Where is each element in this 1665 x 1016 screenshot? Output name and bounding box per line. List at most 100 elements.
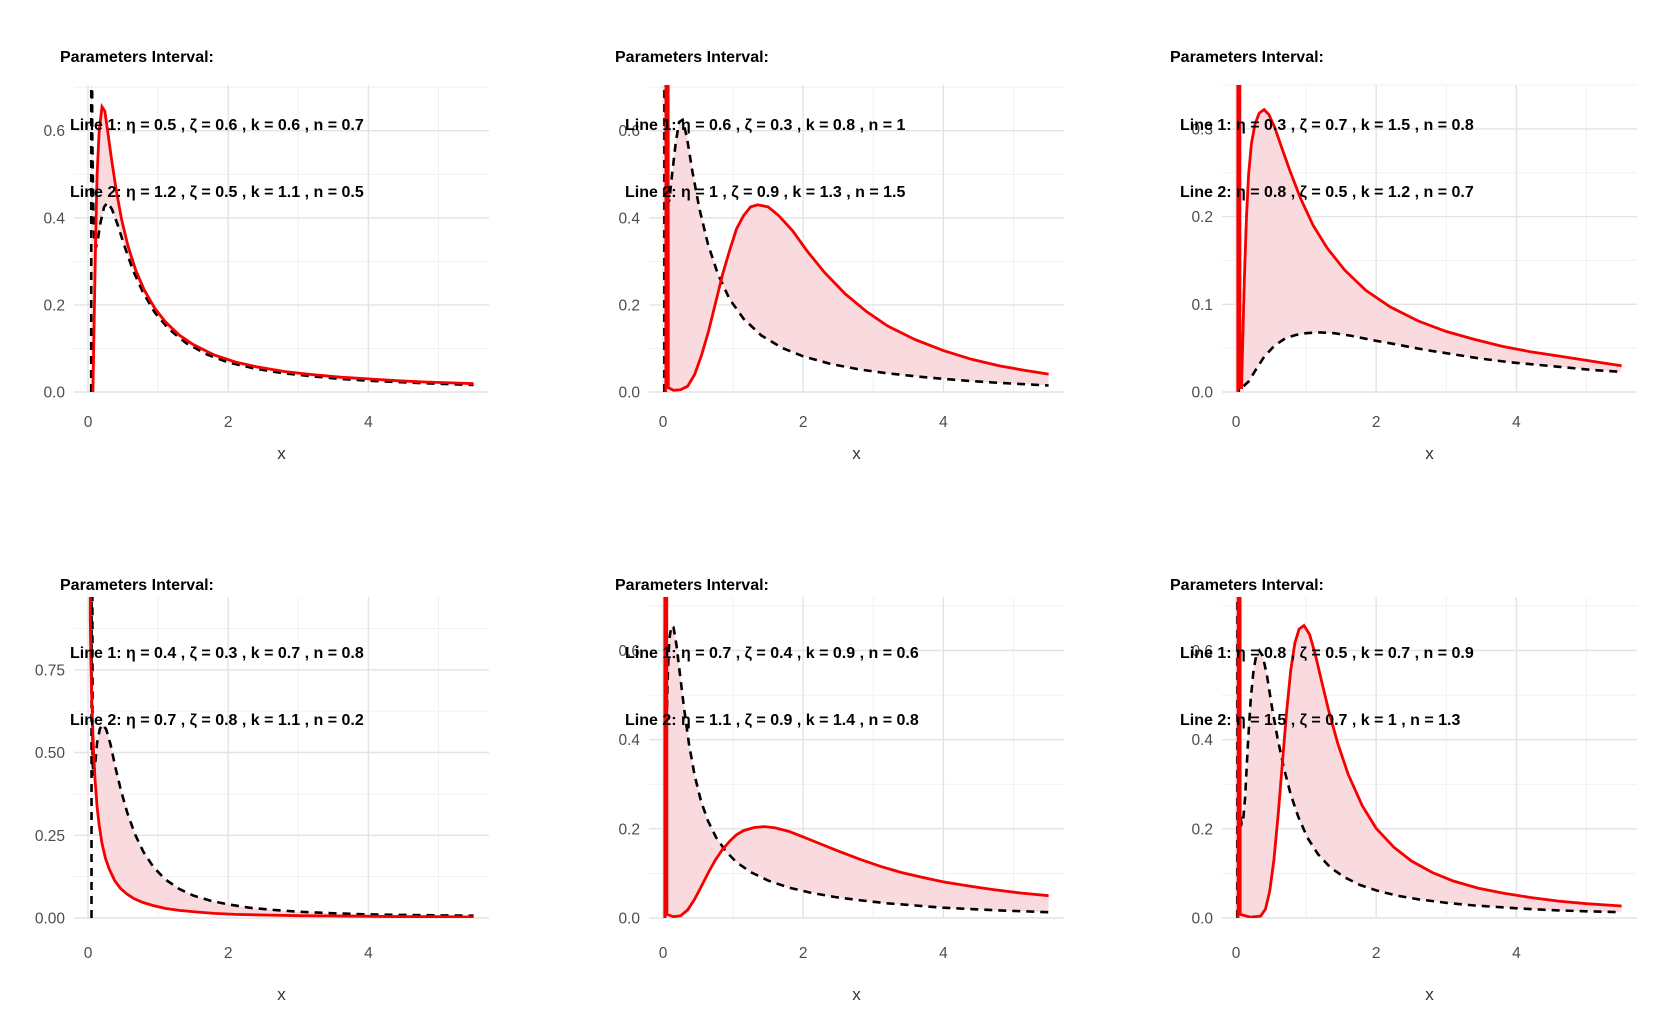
grid-minor	[74, 85, 489, 392]
plot-svg: 0.0 0.2 0.4 0.6 0 2 4 x	[618, 85, 1064, 463]
line1-params: Line 1: η = 0.4 , ζ = 0.3 , k = 0.7 , n …	[70, 644, 364, 662]
x-tick-label: 4	[939, 945, 948, 962]
y-tick-label: 0.2	[1191, 821, 1213, 838]
y-tick-label: 0.4	[43, 210, 65, 227]
line1-params: Line 1: η = 0.7 , ζ = 0.4 , k = 0.9 , n …	[625, 644, 919, 662]
plot-canvas: 0.0 0.2 0.4 0.6 0 2 4 x	[555, 0, 1110, 508]
dashed-black-curve	[663, 85, 1049, 392]
panel-bottom-left: Parameters Interval: Line 1: η = 0.4 , ζ…	[0, 508, 555, 1016]
y-tick-label: 0.4	[618, 732, 640, 749]
y-axis-tick-labels: 0.0 0.2 0.4 0.6	[618, 643, 640, 928]
x-axis-tick-labels: 0 2 4	[659, 945, 948, 962]
panel-bottom-middle: Parameters Interval: Line 1: η = 0.7 , ζ…	[555, 508, 1110, 1016]
dashed-black-curve	[90, 597, 474, 918]
x-tick-label: 2	[1372, 414, 1381, 431]
y-tick-label: 0.0	[618, 385, 640, 402]
grid-minor	[74, 597, 489, 918]
x-tick-label: 2	[799, 414, 808, 431]
panel-top-left: Parameters Interval: Line 1: η = 0.5 , ζ…	[0, 0, 555, 508]
x-axis-tick-labels: 0 2 4	[84, 414, 373, 431]
x-tick-label: 0	[659, 414, 668, 431]
fill-between-region	[90, 597, 474, 918]
y-tick-label: 0.3	[1191, 121, 1213, 138]
y-tick-label: 0.0	[1191, 385, 1213, 402]
x-tick-label: 2	[1372, 945, 1381, 962]
y-tick-label: 0.0	[618, 911, 640, 928]
plot-svg: 0.0 0.2 0.4 0.6 0 2 4 x	[1191, 597, 1637, 1004]
x-axis-tick-labels: 0 2 4	[1232, 414, 1521, 431]
y-axis-tick-labels: 0.0 0.2 0.4 0.6	[618, 123, 640, 401]
panel-title: Parameters Interval:	[615, 49, 769, 66]
panel-title: Parameters Interval:	[1170, 577, 1324, 594]
panel-title: Parameters Interval:	[615, 577, 769, 594]
y-tick-label: 0.0	[1191, 911, 1213, 928]
solid-red-curve	[1236, 597, 1622, 918]
y-axis-tick-labels: 0.00 0.25 0.50 0.75	[35, 662, 66, 927]
y-tick-label: 0.6	[1191, 643, 1213, 660]
x-axis-title: x	[277, 444, 286, 463]
plot-svg: 0.0 0.2 0.4 0.6 0 2 4 x	[43, 85, 489, 463]
x-tick-label: 4	[1512, 414, 1521, 431]
solid-red-curve	[88, 597, 474, 918]
solid-red-curve	[664, 85, 1049, 392]
x-tick-label: 4	[364, 945, 373, 962]
line2-params: Line 2: η = 1.2 , ζ = 0.5 , k = 1.1 , n …	[70, 184, 364, 201]
x-axis-tick-labels: 0 2 4	[1232, 945, 1521, 962]
plot-canvas: 0.0 0.1 0.2 0.3 0 2 4 x	[1110, 0, 1665, 508]
x-axis-tick-labels: 0 2 4	[84, 945, 373, 962]
fill-between-region	[1237, 597, 1622, 918]
y-tick-label: 0.0	[43, 385, 65, 402]
panel-bottom-right: Parameters Interval: Line 1: η = 0.8 , ζ…	[1110, 508, 1665, 1016]
y-tick-label: 0.6	[618, 123, 640, 140]
panel-title-block: Parameters Interval: Line 1: η = 0.8 , ζ…	[1110, 530, 1474, 778]
panel-title-block: Parameters Interval: Line 1: η = 0.5 , ζ…	[0, 2, 364, 250]
panel-title: Parameters Interval:	[60, 577, 214, 594]
line2-params: Line 2: η = 0.8 , ζ = 0.5 , k = 1.2 , n …	[1180, 184, 1474, 201]
dashed-black-curve	[1236, 597, 1622, 918]
y-axis-tick-labels: 0.0 0.2 0.4 0.6	[43, 123, 65, 401]
y-tick-label: 0.2	[43, 297, 65, 314]
dashed-black-curve	[1237, 85, 1622, 392]
solid-red-curve	[91, 102, 474, 392]
y-tick-label: 0.2	[618, 821, 640, 838]
grid-major	[1222, 597, 1637, 919]
solid-red-curve	[663, 597, 1049, 918]
line2-params: Line 2: η = 0.7 , ζ = 0.8 , k = 1.1 , n …	[70, 712, 364, 729]
grid-major	[649, 85, 1064, 393]
x-axis-title: x	[852, 444, 861, 463]
y-tick-label: 0.25	[35, 828, 65, 845]
x-tick-label: 4	[1512, 945, 1521, 962]
y-axis-tick-labels: 0.0 0.1 0.2 0.3	[1191, 121, 1213, 401]
line1-params: Line 1: η = 0.3 , ζ = 0.7 , k = 1.5 , n …	[1180, 116, 1474, 134]
panel-title-block: Parameters Interval: Line 1: η = 0.4 , ζ…	[0, 530, 364, 778]
solid-red-curve	[1236, 85, 1622, 392]
x-axis-title: x	[277, 985, 286, 1004]
panel-title: Parameters Interval:	[1170, 49, 1324, 66]
plot-svg: 0.0 0.1 0.2 0.3 0 2 4 x	[1191, 84, 1637, 463]
y-tick-label: 0.4	[1191, 732, 1213, 749]
y-tick-label: 0.6	[43, 123, 65, 140]
panel-title-block: Parameters Interval: Line 1: η = 0.7 , ζ…	[555, 530, 919, 778]
plot-canvas: 0.00 0.25 0.50 0.75 0 2 4 x	[0, 508, 555, 1016]
line1-params: Line 1: η = 0.5 , ζ = 0.6 , k = 0.6 , n …	[70, 116, 364, 134]
line2-params: Line 2: η = 1.1 , ζ = 0.9 , k = 1.4 , n …	[625, 712, 919, 729]
x-tick-label: 2	[224, 414, 233, 431]
plot-svg: 0.0 0.2 0.4 0.6 0 2 4 x	[618, 597, 1064, 1004]
y-tick-label: 0.50	[35, 745, 66, 762]
panel-title-block: Parameters Interval: Line 1: η = 0.6 , ζ…	[555, 2, 905, 250]
grid-major	[649, 597, 1064, 919]
x-tick-label: 0	[659, 945, 668, 962]
y-axis-tick-labels: 0.0 0.2 0.4 0.6	[1191, 643, 1213, 928]
x-tick-label: 4	[939, 414, 948, 431]
x-tick-label: 4	[364, 414, 373, 431]
panel-title: Parameters Interval:	[60, 49, 214, 66]
y-tick-label: 0.2	[618, 297, 640, 314]
panel-title-block: Parameters Interval: Line 1: η = 0.3 , ζ…	[1110, 2, 1474, 250]
x-axis-title: x	[852, 985, 861, 1004]
y-tick-label: 0.4	[618, 210, 640, 227]
y-tick-label: 0.75	[35, 662, 65, 679]
line2-params: Line 2: η = 1.5 , ζ = 0.7 , k = 1 , n = …	[1180, 712, 1461, 729]
panel-top-middle: Parameters Interval: Line 1: η = 0.6 , ζ…	[555, 0, 1110, 508]
x-axis-tick-labels: 0 2 4	[659, 414, 948, 431]
